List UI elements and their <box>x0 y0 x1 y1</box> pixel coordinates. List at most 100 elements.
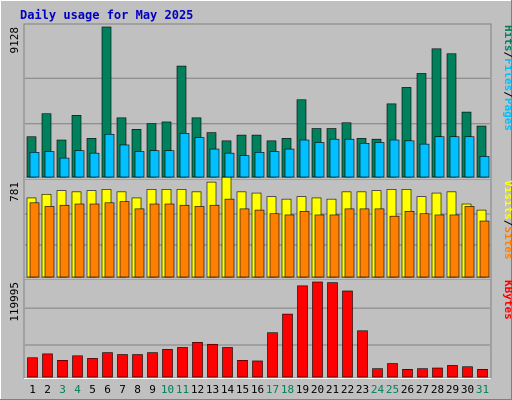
day-label: 11 <box>176 383 189 396</box>
bar-files <box>299 139 310 178</box>
bar-sites <box>434 214 445 278</box>
bar-kbytes <box>312 281 323 378</box>
bar-sites <box>59 204 70 278</box>
day-label: 15 <box>236 383 249 396</box>
legend-visits: Visits <box>502 180 512 220</box>
bar-sites <box>404 211 415 278</box>
bar-kbytes <box>417 368 428 378</box>
legend-kbytes: KBytes <box>502 280 512 320</box>
bar-sites <box>284 214 295 278</box>
bar-kbytes <box>222 347 233 378</box>
bar-sites <box>224 198 235 278</box>
day-label: 24 <box>371 383 385 396</box>
bar-files <box>359 143 370 178</box>
day-label: 25 <box>386 383 399 396</box>
day-label: 29 <box>446 383 459 396</box>
day-label: 18 <box>281 383 294 396</box>
bar-files <box>344 138 355 178</box>
day-label: 2 <box>44 383 51 396</box>
bar-sites <box>134 208 145 278</box>
day-label: 23 <box>356 383 369 396</box>
bar-kbytes <box>432 367 443 378</box>
legend-hits: Hits <box>502 25 512 52</box>
bar-kbytes <box>402 368 413 378</box>
bar-files <box>314 142 325 178</box>
day-label: 19 <box>296 383 309 396</box>
bar-sites <box>209 204 220 278</box>
panel-kbytes: 119995 KBytes <box>8 278 512 379</box>
bar-files <box>419 143 430 178</box>
legend-separator: / <box>502 91 512 98</box>
bar-kbytes <box>447 365 458 378</box>
day-label: 1 <box>29 383 36 396</box>
day-label: 20 <box>311 383 324 396</box>
bar-kbytes <box>87 358 98 378</box>
bar-files <box>194 137 205 178</box>
day-label: 26 <box>401 383 414 396</box>
bar-files <box>479 156 490 178</box>
bar-files <box>89 152 100 178</box>
bar-kbytes <box>132 354 143 378</box>
bar-sites <box>44 206 55 278</box>
day-label: 27 <box>416 383 429 396</box>
day-label: 31 <box>476 383 489 396</box>
bar-kbytes <box>282 313 293 378</box>
bar-kbytes <box>372 368 383 378</box>
day-label: 4 <box>74 383 81 396</box>
bar-sites <box>449 214 460 278</box>
day-label: 22 <box>341 383 354 396</box>
legend-separator: / <box>502 52 512 59</box>
bar-kbytes <box>252 360 263 378</box>
bar-sites <box>299 211 310 278</box>
bar-files <box>434 136 445 178</box>
bar-kbytes <box>117 354 128 378</box>
day-label: 6 <box>104 383 111 396</box>
bar-kbytes <box>192 342 203 378</box>
bar-files <box>374 142 385 178</box>
bar-files <box>44 151 55 178</box>
bar-kbytes <box>462 366 473 378</box>
bar-kbytes <box>267 332 278 378</box>
bar-sites <box>254 209 265 278</box>
bar-sites <box>269 213 280 278</box>
bar-sites <box>194 206 205 278</box>
bar-sites <box>149 203 160 278</box>
bar-files <box>329 138 340 178</box>
bar-kbytes <box>162 349 173 378</box>
day-label: 30 <box>461 383 474 396</box>
day-label: 3 <box>59 383 66 396</box>
day-label: 17 <box>266 383 279 396</box>
bar-files <box>74 150 85 178</box>
bar-kbytes <box>327 282 338 378</box>
chart-title: Daily usage for May 2025 <box>20 8 193 22</box>
series-legend: Hits/Files/Pages <box>502 25 512 131</box>
bar-files <box>29 152 40 178</box>
bar-files <box>119 144 130 178</box>
bar-sites <box>104 202 115 278</box>
bar-kbytes <box>387 363 398 378</box>
bar-sites <box>359 208 370 278</box>
day-label: 7 <box>119 383 126 396</box>
bar-files <box>269 151 280 178</box>
bar-sites <box>464 206 475 278</box>
bar-sites <box>314 214 325 278</box>
bar-files <box>464 136 475 178</box>
bar-kbytes <box>237 360 248 378</box>
bar-sites <box>344 208 355 278</box>
bar-kbytes <box>357 330 368 378</box>
bar-kbytes <box>57 360 68 378</box>
bar-sites <box>419 213 430 278</box>
day-label: 14 <box>221 383 235 396</box>
legend-sites: Sites <box>502 226 512 259</box>
bar-sites <box>179 204 190 278</box>
scale-label: 119995 <box>8 282 21 322</box>
bar-kbytes <box>102 352 113 378</box>
bar-kbytes <box>297 285 308 378</box>
bar-files <box>164 150 175 178</box>
bar-kbytes <box>72 355 83 378</box>
scale-label: 781 <box>8 182 21 202</box>
day-label: 21 <box>326 383 339 396</box>
day-label: 12 <box>191 383 204 396</box>
